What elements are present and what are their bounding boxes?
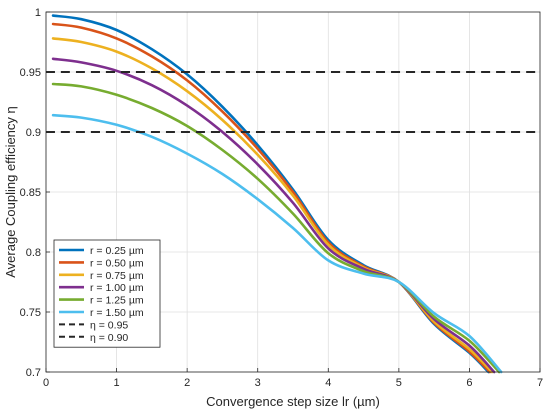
x-tick-label: 4 <box>325 377 331 389</box>
series-line-4 <box>51 82 501 374</box>
series-line-2 <box>51 37 494 374</box>
x-tick-label: 2 <box>184 377 190 389</box>
y-tick-label: 0.85 <box>20 187 41 199</box>
x-tick-label: 0 <box>43 377 49 389</box>
x-tick-label: 7 <box>537 377 543 389</box>
series-lines <box>46 14 540 374</box>
legend-box <box>53 239 161 348</box>
legend-label: r = 1.25 µm <box>90 295 144 307</box>
legend-label: r = 0.75 µm <box>90 270 144 282</box>
x-tick-label: 6 <box>466 377 472 389</box>
legend-label: r = 0.25 µm <box>90 245 144 257</box>
legend-label: η = 0.90 <box>90 332 128 344</box>
series-line-3 <box>51 57 496 374</box>
legend-label: r = 1.50 µm <box>90 307 144 319</box>
x-tick-label: 5 <box>396 377 402 389</box>
y-tick-label: 0.7 <box>26 367 41 379</box>
y-tick-label: 0.95 <box>20 67 41 79</box>
y-tick-label: 0.75 <box>20 307 41 319</box>
legend-label: r = 0.50 µm <box>90 257 144 269</box>
y-axis-label: Average Coupling efficiency η <box>3 106 18 278</box>
series-line-5 <box>51 113 503 374</box>
y-tick-label: 1 <box>35 7 41 19</box>
y-tick-label: 0.9 <box>26 127 41 139</box>
x-tick-label: 1 <box>114 377 120 389</box>
ticks: 0 1 2 3 4 5 6 7 0.7 0.75 0.8 0.85 0.9 0.95 1 <box>20 7 543 389</box>
x-axis-label: Convergence step size lr (µm) <box>206 394 380 409</box>
y-tick-label: 0.8 <box>26 247 41 259</box>
legend: r = 0.25 µmr = 0.50 µmr = 0.75 µmr = 1.0… <box>53 239 161 348</box>
legend-label: η = 0.95 <box>90 319 128 331</box>
x-tick-label: 3 <box>255 377 261 389</box>
legend-label: r = 1.00 µm <box>90 282 144 294</box>
